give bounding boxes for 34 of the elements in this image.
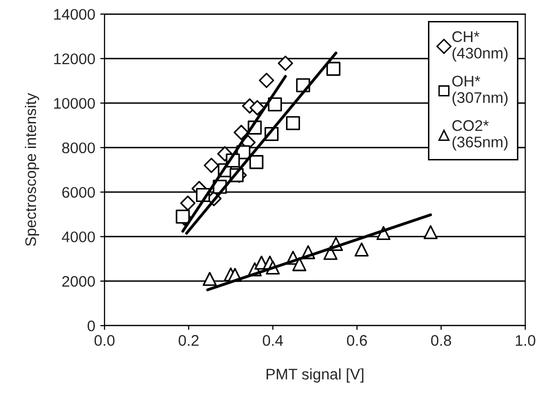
x-tick-label: 0.6	[346, 335, 367, 346]
legend-label: CO2* (365nm)	[452, 120, 508, 150]
x-axis-title: PMT signal [V]	[266, 368, 364, 383]
x-tick-label: 0.2	[178, 335, 199, 346]
y-axis-title: Spectroscope intensity	[24, 93, 40, 246]
y-tick-label: 14000	[54, 8, 95, 20]
point	[424, 225, 438, 240]
legend-label: CH* (430nm)	[452, 31, 508, 62]
y-tick-label: 6000	[62, 186, 95, 198]
y-tick-label: 0	[88, 320, 95, 332]
y-tick-label: 12000	[54, 53, 95, 64]
point	[326, 62, 340, 76]
x-tick-label: 0.4	[262, 335, 283, 346]
x-tick-label: 1.0	[516, 335, 536, 346]
point	[286, 116, 300, 130]
point	[258, 72, 274, 88]
point	[204, 158, 220, 174]
point	[278, 56, 294, 71]
point	[354, 242, 369, 257]
legend-label: OH* (307nm)	[452, 76, 508, 106]
y-tick-label: 8000	[62, 142, 95, 154]
point	[268, 97, 282, 112]
point	[176, 210, 190, 224]
point	[250, 100, 265, 116]
y-tick-label: 2000	[62, 276, 95, 287]
point	[180, 196, 196, 211]
point	[292, 257, 306, 272]
point	[234, 124, 249, 140]
x-tick-label: 0.8	[431, 335, 452, 346]
point	[202, 272, 217, 286]
point	[249, 155, 264, 170]
x-tick-label: 0.0	[94, 335, 115, 346]
y-tick-label: 10000	[54, 98, 95, 109]
y-tick-label: 4000	[62, 231, 95, 242]
